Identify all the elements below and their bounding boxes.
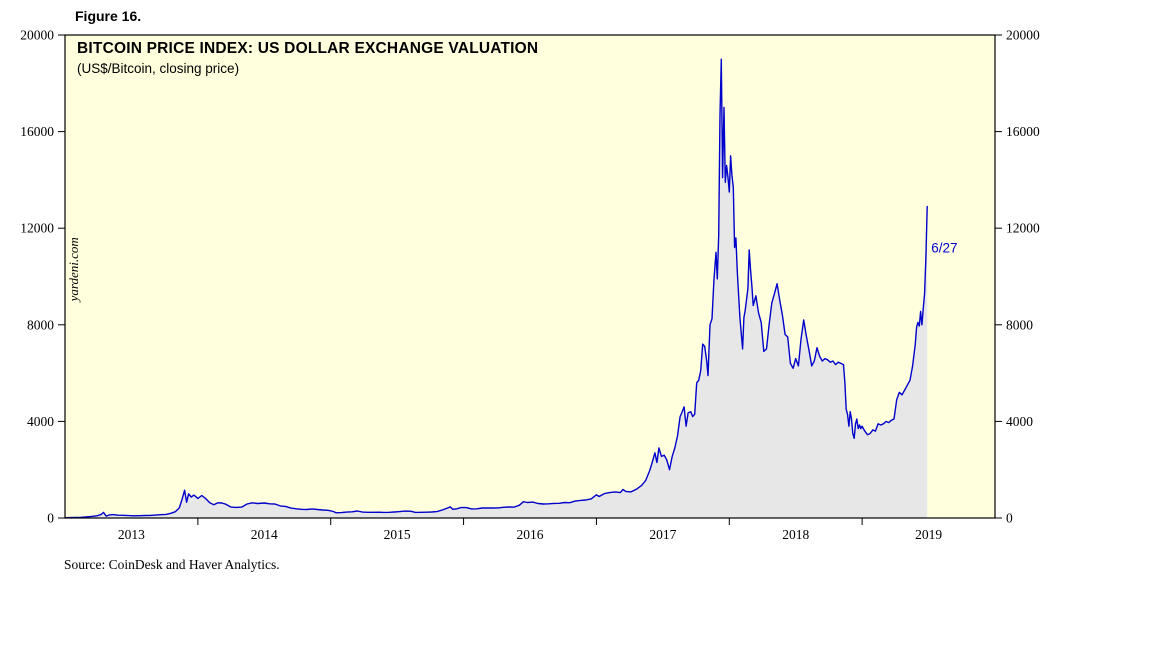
y-axis-label-right: 8000: [1006, 317, 1033, 332]
x-axis-label: 2015: [384, 527, 411, 542]
x-axis-label: 2014: [251, 527, 278, 542]
price-area-fill: [65, 59, 928, 518]
y-axis-label-left: 20000: [20, 28, 54, 43]
y-axis-label-right: 4000: [1006, 414, 1033, 429]
y-axis-label-right: 12000: [1006, 221, 1040, 236]
y-axis-label-left: 0: [47, 511, 54, 526]
y-axis-label-right: 16000: [1006, 124, 1040, 139]
plot-border: [64, 34, 996, 519]
y-axis-label-left: 8000: [27, 317, 54, 332]
chart-title: BITCOIN PRICE INDEX: US DOLLAR EXCHANGE …: [77, 40, 539, 57]
x-axis-label: 2019: [915, 527, 942, 542]
x-axis-label: 2013: [118, 527, 145, 542]
chart-subtitle: (US$/Bitcoin, closing price): [77, 61, 240, 76]
x-axis-label: 2016: [517, 527, 544, 542]
price-line: [64, 58, 928, 519]
y-axis-label-left: 12000: [20, 221, 54, 236]
watermark-yardeni: yardeni.com: [66, 237, 81, 303]
x-axis-label: 2018: [782, 527, 809, 542]
figure-label: Figure 16.: [75, 8, 142, 24]
y-axis-label-right: 20000: [1006, 28, 1040, 43]
y-axis-label-left: 4000: [27, 414, 54, 429]
annotation-last-date: 6/27: [931, 240, 957, 255]
y-axis-label-right: 0: [1006, 511, 1013, 526]
x-axis-label: 2017: [649, 527, 676, 542]
source-note: Source: CoinDesk and Haver Analytics.: [64, 557, 280, 572]
y-axis-label-left: 16000: [20, 124, 54, 139]
